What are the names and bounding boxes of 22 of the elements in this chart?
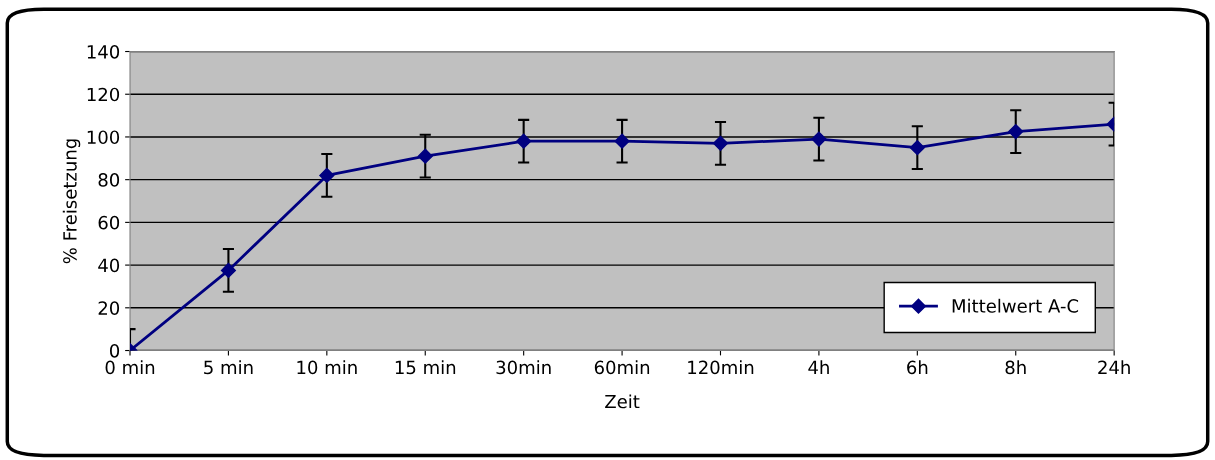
y-tick-label: 0 [109,343,120,358]
y-tick-label: 120 [87,87,120,102]
x-tick-label: 4h [808,360,829,374]
y-tick-label: 40 [98,258,120,273]
x-tick-label: 60min [594,360,650,375]
y-tick-label: 100 [87,130,120,145]
y-axis-title: % Freisetzung [62,139,81,264]
x-tick-label: 10 min [297,360,357,375]
legend-label: Mittelwert A-C [952,298,1079,313]
y-tick-label: 140 [87,44,120,59]
x-tick-label: 6h [907,360,928,375]
y-tick-label: 20 [98,301,120,315]
y-tick-label: 60 [98,215,120,230]
x-tick-label: 5 min [204,360,253,375]
y-tick-label: 80 [98,173,120,187]
x-tick-label: 24h [1098,360,1130,374]
x-axis-title: Zeit [605,394,640,409]
x-tick-label: 8h [1005,360,1026,375]
x-tick-label: 30min [496,360,551,375]
x-tick-label: 0 min [105,360,155,375]
x-tick-label: 15 min [395,360,456,375]
x-tick-label: 120min [688,360,754,375]
